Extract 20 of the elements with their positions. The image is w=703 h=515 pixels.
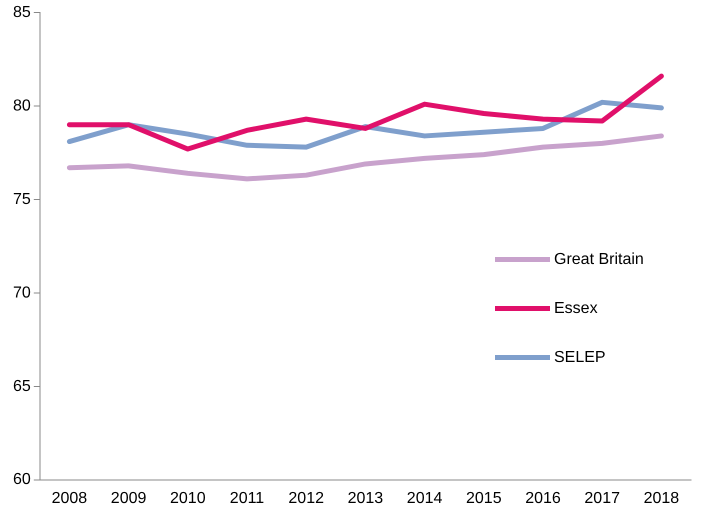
x-tick-label: 2010 [170, 490, 206, 507]
x-tick-label: 2016 [525, 490, 561, 507]
legend-label: Great Britain [554, 250, 644, 268]
legend-label: SELEP [554, 348, 606, 366]
y-tick-label: 65 [13, 378, 31, 395]
x-tick-label: 2008 [52, 490, 88, 507]
x-tick-label: 2013 [348, 490, 384, 507]
y-tick-label: 85 [13, 4, 31, 22]
x-tick-label: 2015 [466, 490, 502, 507]
legend-label: Essex [554, 300, 598, 318]
x-tick-label: 2011 [230, 490, 264, 507]
y-tick-label: 75 [13, 190, 31, 208]
x-tick-label: 2017 [584, 490, 620, 507]
y-tick-label: 80 [13, 97, 31, 114]
x-tick-label: 2014 [406, 490, 442, 507]
x-tick-label: 2012 [288, 490, 324, 507]
y-tick-label: 70 [13, 284, 31, 302]
x-tick-label: 2009 [110, 490, 146, 507]
x-tick-label: 2018 [644, 490, 680, 507]
y-tick-label: 60 [13, 471, 31, 488]
